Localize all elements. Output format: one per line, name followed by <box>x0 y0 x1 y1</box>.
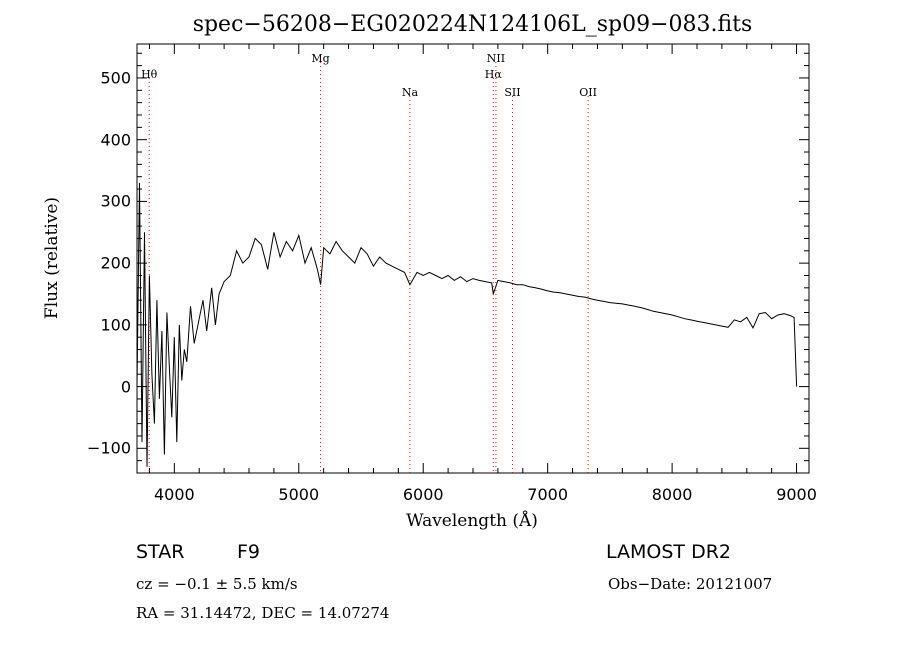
x-tick-label: 9000 <box>776 485 817 504</box>
survey-name: LAMOST DR2 <box>606 541 731 563</box>
y-tick-label: −100 <box>87 438 131 458</box>
plot-frame <box>136 43 810 474</box>
line-label: OII <box>579 86 597 99</box>
y-tick-label: 200 <box>100 253 131 273</box>
y-tick-label: 100 <box>100 315 131 335</box>
object-subclass: F9 <box>237 541 261 563</box>
x-tick-label: 4000 <box>153 485 195 504</box>
axis-ticks <box>137 44 809 473</box>
line-label: Hθ <box>141 68 158 81</box>
line-label: Hα <box>484 68 502 81</box>
line-label: NII <box>486 52 506 65</box>
ra-dec-coordinates: RA = 31.14472, DEC = 14.07274 <box>136 604 390 622</box>
object-class: STAR <box>136 541 185 563</box>
x-tick-label: 5000 <box>278 485 320 504</box>
x-tick-label: 6000 <box>402 485 444 504</box>
x-tick-label: 8000 <box>651 485 693 504</box>
y-tick-label: 500 <box>100 68 131 88</box>
line-label: Na <box>401 86 418 99</box>
observation-date: Obs−Date: 20121007 <box>608 575 773 593</box>
chart-title: spec−56208−EG020224N124106L_sp09−083.fit… <box>192 12 753 37</box>
line-label: Mg <box>311 52 330 65</box>
x-tick-label: 7000 <box>527 485 569 504</box>
y-tick-label: 0 <box>120 377 131 397</box>
y-axis-title: Flux (relative) <box>42 196 62 320</box>
y-tick-label: 300 <box>100 191 131 211</box>
redshift-cz: cz = −0.1 ± 5.5 km/s <box>136 575 298 593</box>
y-tick-label: 400 <box>100 130 131 150</box>
spectrum-line <box>136 182 798 467</box>
emission-line-markers <box>148 62 589 473</box>
x-axis-title: Wavelength (Å) <box>406 511 538 531</box>
line-label: SII <box>504 86 521 99</box>
